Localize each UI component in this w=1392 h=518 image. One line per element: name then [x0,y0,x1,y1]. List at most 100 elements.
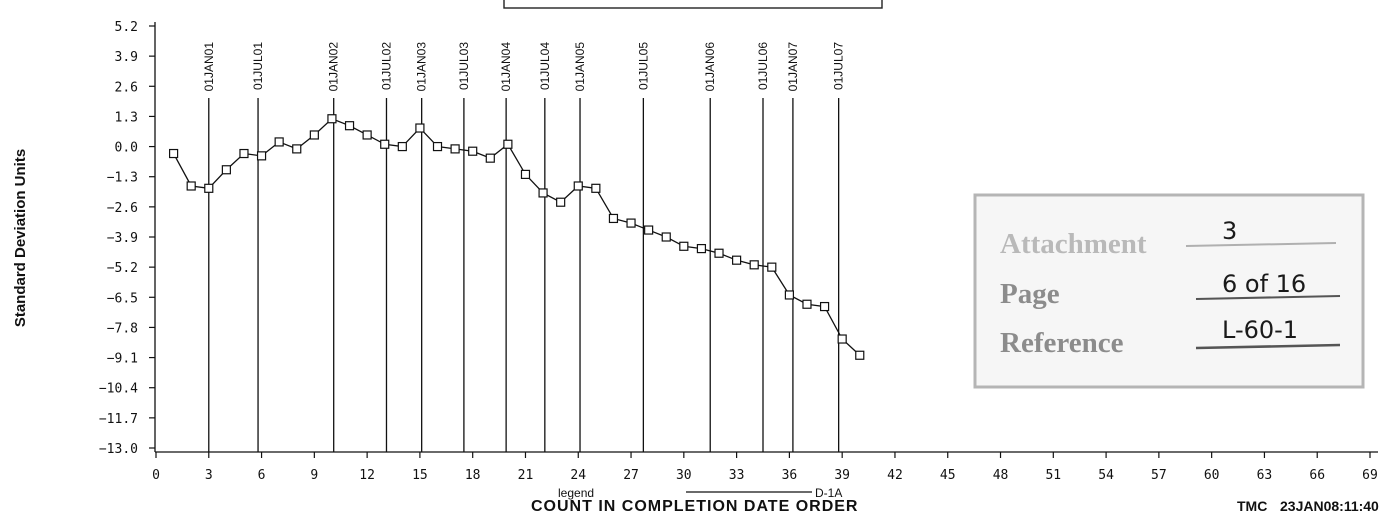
x-axis-ticks: 0 3 6 9 12 15 18 21 24 27 30 33 36 39 42 45 48 51 54 57 60 63… [152,452,1378,483]
x-tick-label: 36 [782,468,798,483]
stamp-reference-label: Reference [1000,327,1124,359]
y-tick-label: −10.4 [99,382,138,397]
series-line [173,117,861,356]
data-point [503,139,513,149]
event-label: 01JUL03 [457,42,471,90]
x-tick-label: 15 [412,468,428,483]
stamp-attachment-value: 3 [1222,217,1237,245]
y-axis-label: Standard Deviation Units [12,149,29,327]
y-tick-label: −3.9 [107,231,138,246]
x-tick-label: 66 [1309,468,1325,483]
x-tick-label: 39 [834,468,850,483]
y-tick-label: −1.3 [107,171,138,186]
data-point [168,148,179,159]
data-point [186,181,196,191]
top-box-fragment [503,0,883,9]
stamp-page-label: Page [1000,278,1060,310]
x-tick-label: 30 [676,468,692,483]
data-point [239,148,249,159]
event-label: 01JUL01 [251,42,265,90]
x-tick-label: 33 [729,468,745,483]
x-tick-label: 21 [518,468,534,483]
x-axis-label: COUNT IN COMPLETION DATE ORDER [531,498,858,515]
x-tick-label: 0 [152,468,160,483]
y-tick-label: 2.6 [115,80,138,95]
event-label: 01JUL04 [538,42,552,90]
y-axis-ticks: 5.2 3.9 2.6 1.3 0.0 −1.3 −2.6 −3.9 −5.2 −6.5 −7.8 −… [99,20,155,457]
data-point [784,290,794,300]
y-tick-label: −7.8 [107,321,138,336]
stamp-reference-value: L-60-1 [1222,316,1298,344]
data-point [292,144,302,154]
stamp-page-value: 6 of 16 [1222,270,1306,298]
data-point [327,114,337,124]
event-label: 01JAN07 [786,42,800,92]
data-point [309,130,319,140]
data-point [538,188,548,198]
data-point [696,243,707,254]
data-point [679,241,689,251]
x-tick-label: 6 [258,468,266,483]
event-label: 01JUL02 [379,42,393,90]
x-tick-label: 3 [205,468,213,483]
y-tick-label: −6.5 [107,291,138,306]
data-point [450,144,460,154]
x-tick-label: 12 [359,468,375,483]
y-tick-label: 0.0 [115,141,138,156]
data-point [204,183,214,193]
x-tick-label: 45 [940,468,956,483]
data-point [573,181,583,191]
x-tick-label: 54 [1098,468,1114,483]
data-point [802,299,812,309]
y-tick-label: 5.2 [115,20,138,35]
data-point [732,255,742,265]
event-label: 01JUL05 [636,42,650,90]
data-point [415,123,425,133]
y-tick-label: −9.1 [107,352,138,367]
data-point [767,262,777,272]
stamp-border [973,193,1365,389]
data-point [608,213,619,224]
data-point [749,260,759,270]
x-tick-label: 69 [1362,468,1378,483]
event-label: 01JUL06 [756,42,770,90]
event-label: 01JAN06 [703,42,717,92]
data-point [362,130,372,140]
data-point [397,141,407,152]
data-point [644,225,654,235]
legend-title: legend [558,486,594,500]
y-tick-label: 1.3 [115,110,138,125]
data-point [819,301,830,312]
x-tick-label: 18 [465,468,481,483]
stamp-attachment-line [1185,242,1337,247]
event-label: 01JAN04 [499,42,513,92]
y-tick-label: −13.0 [99,442,138,457]
data-point [661,232,671,242]
legend-series-name: D-1A [815,486,842,500]
series-d-1a [168,114,865,360]
data-point [556,197,566,207]
y-tick-label: −5.2 [107,261,138,276]
data-point [626,218,636,228]
data-point [344,121,355,131]
y-tick-label: −2.6 [107,201,138,216]
x-tick-label: 60 [1204,468,1220,483]
y-tick-label: 3.9 [115,50,138,65]
stamp-attachment-label: Attachment [1000,228,1147,260]
data-point [432,141,443,152]
event-label: 01JUL07 [832,42,846,90]
x-tick-label: 9 [310,468,318,483]
data-point [274,137,284,147]
event-lines: 01JAN01 01JUL01 01JAN02 01JUL02 01JAN03 01JUL… [202,42,846,452]
stamp-page-line [1195,295,1341,300]
data-point [256,151,267,161]
data-point [380,139,390,149]
data-point [520,169,531,179]
footer-timestamp: 23JAN08:11:40 [1280,498,1379,514]
attachment-stamp: Attachment 3 Page 6 of 16 Reference L-60… [973,193,1365,389]
x-tick-label: 51 [1045,468,1061,483]
x-tick-label: 48 [993,468,1009,483]
data-point [485,153,495,163]
data-point [221,165,231,175]
